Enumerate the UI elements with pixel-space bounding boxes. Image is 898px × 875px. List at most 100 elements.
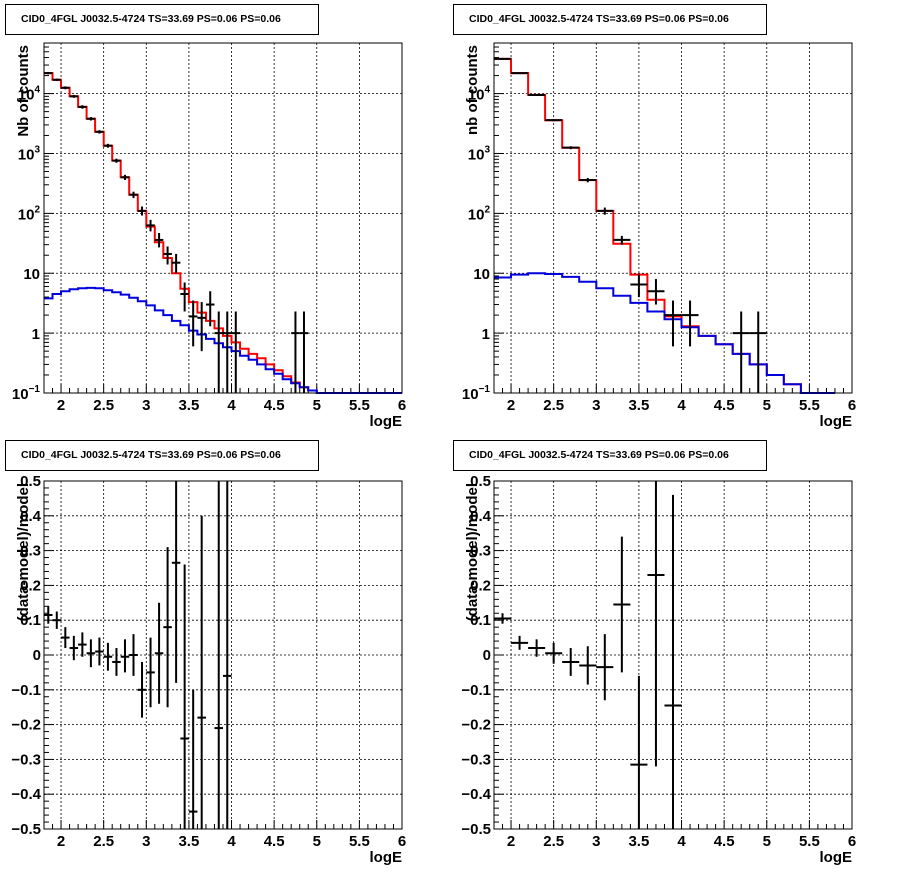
chart-3-title-box xyxy=(5,440,319,471)
chart-2-point-2 xyxy=(528,93,546,96)
chart-1-point-18 xyxy=(197,302,206,352)
chart-4-ytick-label-5: 0 xyxy=(483,647,491,664)
chart-4-xlabel: logE xyxy=(820,849,853,866)
chart-3-point-17 xyxy=(188,689,198,829)
chart-3-xtick-label-3: 3.5 xyxy=(178,833,199,850)
chart-3-ytick-label-3: −0.2 xyxy=(11,717,41,734)
chart-3-point-20 xyxy=(223,481,232,829)
chart-4-ytick-label-6: 0.1 xyxy=(470,612,491,629)
chart-4-ylabel: (data-model)/model xyxy=(464,483,481,621)
chart-4-xtick-label-3: 3.5 xyxy=(628,833,649,850)
chart-1-xtick-label-8: 6 xyxy=(398,397,406,414)
chart-1-point-15 xyxy=(171,253,181,274)
chart-4-point-5 xyxy=(579,646,597,685)
chart-4-title-box xyxy=(453,440,767,471)
chart-4-point-1 xyxy=(511,635,529,650)
chart-2-data-points xyxy=(494,57,767,393)
chart-3-ytick-label-10: 0.5 xyxy=(20,473,41,490)
chart-2-xtick-label-6: 5 xyxy=(763,397,771,414)
chart-4-title: CID0_4FGL J0032.5-4724 TS=33.69 PS=0.06 … xyxy=(469,449,729,461)
chart-4-ytick-label-0: −0.5 xyxy=(461,821,491,838)
chart-4-ytick-label-7: 0.2 xyxy=(470,577,491,594)
chart-4: CID0_4FGL J0032.5-4724 TS=33.69 PS=0.06 … xyxy=(453,440,856,866)
chart-1-grid xyxy=(44,43,403,394)
chart-3-ytick-label-9: 0.4 xyxy=(20,508,42,525)
chart-2-point-12 xyxy=(732,311,750,393)
chart-2-xtick-label-8: 6 xyxy=(848,397,856,414)
chart-1-point-1 xyxy=(52,78,62,82)
chart-3-point-3 xyxy=(69,635,79,661)
chart-3-xlabel: logE xyxy=(370,849,403,866)
chart-2-point-1 xyxy=(511,72,529,75)
chart-2-ytick-label-5: 104 xyxy=(468,85,491,104)
chart-1-point-11 xyxy=(137,206,147,216)
chart-2-ytick-label-0: 10−1 xyxy=(462,384,491,403)
chart-3-xtick-label-1: 2.5 xyxy=(93,833,114,850)
chart-1-point-20 xyxy=(214,311,223,393)
chart-4-point-8 xyxy=(630,675,648,829)
chart-4-point-2 xyxy=(528,639,546,657)
chart-1-xtick-label-0: 2 xyxy=(57,397,65,414)
chart-4-xtick-label-7: 5.5 xyxy=(799,833,820,850)
chart-1-ytick-label-4: 103 xyxy=(18,144,41,163)
chart-1-point-22 xyxy=(231,311,241,393)
chart-2: CID0_4FGL J0032.5-4724 TS=33.69 PS=0.06 … xyxy=(453,4,856,430)
chart-1-ytick-label-2: 10 xyxy=(23,266,40,283)
chart-1-point-13 xyxy=(154,232,164,248)
chart-4-point-3 xyxy=(545,642,563,664)
chart-2-ytick-label-2: 10 xyxy=(473,266,490,283)
chart-2-series-model-source xyxy=(494,272,835,394)
chart-2-point-0 xyxy=(494,57,512,60)
chart-3-point-4 xyxy=(78,632,87,657)
chart-2-point-10 xyxy=(664,300,682,347)
chart-3-ytick-label-6: 0.1 xyxy=(20,612,41,629)
chart-3-title: CID0_4FGL J0032.5-4724 TS=33.69 PS=0.06 … xyxy=(21,449,281,461)
chart-3-point-2 xyxy=(61,627,70,649)
chart-2-xtick-label-1: 2.5 xyxy=(543,397,564,414)
chart-1-ytick-label-0: 10−1 xyxy=(12,384,41,403)
chart-4-point-7 xyxy=(613,536,631,673)
chart-4-ytick-label-8: 0.3 xyxy=(470,543,491,560)
chart-2-series-model-total xyxy=(494,57,835,394)
chart-1-xlabel: logE xyxy=(370,413,403,430)
chart-4-minor-ticks xyxy=(493,480,853,830)
chart-3-point-5 xyxy=(86,639,96,668)
chart-4-ytick-label-3: −0.2 xyxy=(461,717,491,734)
chart-1-minor-ticks xyxy=(43,42,403,394)
chart-3-point-6 xyxy=(95,637,104,666)
chart-2-xtick-label-5: 4.5 xyxy=(714,397,735,414)
chart-2-point-11 xyxy=(681,300,699,347)
chart-3-ytick-label-5: 0 xyxy=(33,647,41,664)
chart-4-ytick-label-4: −0.1 xyxy=(461,682,491,699)
chart-1-point-6 xyxy=(95,130,104,134)
chart-1-series-model-source xyxy=(44,286,402,394)
chart-4-frame xyxy=(493,480,853,830)
chart-4-xtick-label-5: 4.5 xyxy=(714,833,735,850)
chart-1-xtick-label-3: 3.5 xyxy=(178,397,199,414)
chart-1: CID0_4FGL J0032.5-4724 TS=33.69 PS=0.06 … xyxy=(5,4,406,430)
chart-2-point-6 xyxy=(596,207,614,215)
chart-4-ytick-label-9: 0.4 xyxy=(470,508,492,525)
chart-1-title: CID0_4FGL J0032.5-4724 TS=33.69 PS=0.06 … xyxy=(21,13,281,25)
chart-2-point-9 xyxy=(647,279,665,305)
chart-3-frame xyxy=(43,480,403,830)
chart-1-title-box xyxy=(5,4,319,35)
chart-1-ytick-label-3: 102 xyxy=(18,204,41,223)
chart-4-ytick-label-1: −0.4 xyxy=(461,786,491,803)
chart-4-xtick-label-0: 2 xyxy=(507,833,515,850)
chart-1-point-7 xyxy=(103,143,113,148)
chart-2-ytick-label-4: 103 xyxy=(468,144,491,163)
chart-3-minor-ticks xyxy=(43,480,403,830)
chart-3-xtick-label-6: 5 xyxy=(313,833,321,850)
chart-1-point-9 xyxy=(120,174,130,181)
chart-1-point-21 xyxy=(223,311,232,393)
chart-2-point-13 xyxy=(749,311,767,393)
chart-3-point-1 xyxy=(52,611,62,629)
chart-3-xtick-label-8: 6 xyxy=(398,833,406,850)
chart-1-point-19 xyxy=(205,291,215,327)
chart-3-point-11 xyxy=(137,661,147,718)
chart-1-point-0 xyxy=(44,71,53,75)
chart-3-ytick-label-0: −0.5 xyxy=(11,821,41,838)
chart-4-point-4 xyxy=(562,648,580,676)
